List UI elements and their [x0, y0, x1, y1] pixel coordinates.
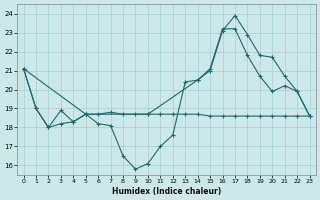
X-axis label: Humidex (Indice chaleur): Humidex (Indice chaleur)	[112, 187, 221, 196]
